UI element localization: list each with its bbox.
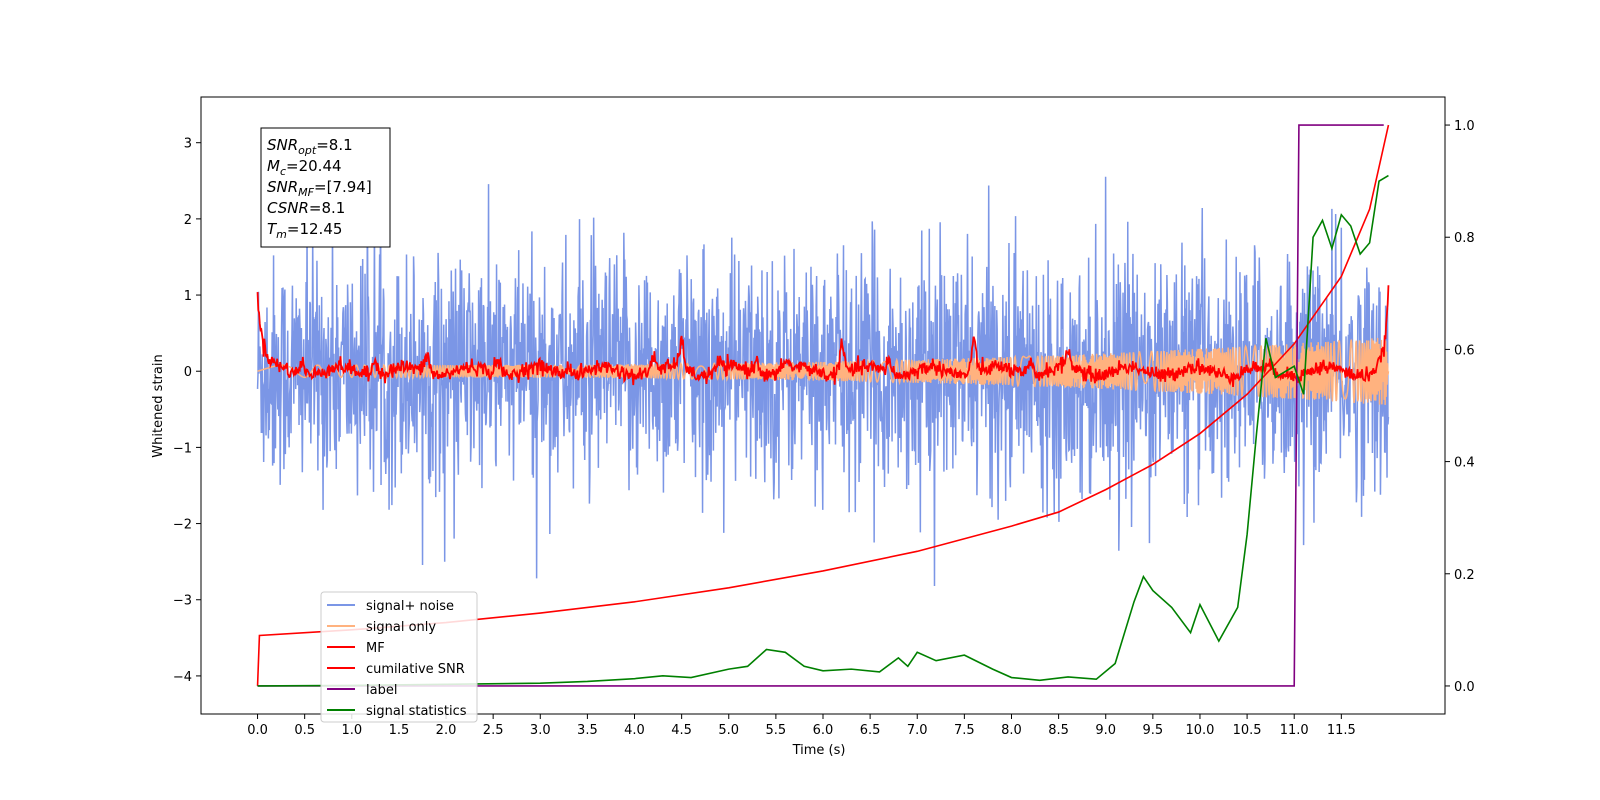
- x-tick-label: 6.0: [813, 723, 834, 738]
- y-left-axis-ticks: 3 2 1 0 −1 −2 −3 −4: [173, 137, 201, 685]
- annotation-line: SNRMF=[7.94]: [267, 178, 372, 199]
- x-tick-label: 7.5: [954, 723, 975, 738]
- y-right-axis-ticks: 1.0 0.8 0.6 0.4 0.2 0.0: [1445, 119, 1475, 695]
- annotation-line: Mc=20.44: [267, 157, 342, 178]
- x-tick-label: 4.0: [624, 723, 645, 738]
- annotation-line: Tm=12.45: [267, 220, 342, 241]
- y-left-tick-label: 1: [184, 289, 192, 304]
- y-right-tick-label: 0.4: [1454, 456, 1475, 471]
- y-left-tick-label: 3: [184, 137, 192, 152]
- y-right-tick-label: 0.6: [1454, 343, 1475, 358]
- y-left-tick-label: 2: [184, 213, 192, 228]
- annotation-line: CSNR=8.1: [267, 199, 345, 217]
- x-tick-label: 11.5: [1327, 723, 1356, 738]
- x-tick-label: 9.5: [1143, 723, 1164, 738]
- y-left-tick-label: −3: [173, 594, 192, 609]
- legend-frame: [320, 591, 478, 723]
- legend-entry-label: signal statistics: [366, 704, 467, 719]
- y-right-tick-label: 1.0: [1454, 119, 1475, 134]
- x-tick-label: 2.0: [436, 723, 457, 738]
- x-tick-label: 9.0: [1095, 723, 1116, 738]
- legend-entry-label: signal only: [366, 620, 436, 635]
- x-tick-label: 3.0: [530, 723, 551, 738]
- x-tick-label: 10.5: [1233, 723, 1262, 738]
- legend-entry-label: MF: [366, 641, 385, 656]
- y-right-tick-label: 0.0: [1454, 680, 1475, 695]
- x-axis-ticks: 0.0 0.5 1.0 1.5 2.0 2.5 3.0 3.5 4.0 4.5 5.0 5.5 6.0 6…: [247, 714, 1356, 738]
- legend-entry-label: cumilative SNR: [366, 662, 465, 677]
- x-tick-label: 0.0: [247, 723, 268, 738]
- x-tick-label: 7.0: [907, 723, 928, 738]
- x-tick-label: 5.0: [718, 723, 739, 738]
- y-right-tick-label: 0.8: [1454, 231, 1475, 246]
- x-tick-label: 5.5: [766, 723, 787, 738]
- y-left-tick-label: −1: [173, 441, 192, 456]
- x-tick-label: 6.5: [860, 723, 881, 738]
- y-right-tick-label: 0.2: [1454, 568, 1475, 583]
- series-label-line: [257, 124, 1384, 687]
- x-tick-label: 2.5: [483, 723, 504, 738]
- series-signal-statistics-line: [257, 174, 1389, 687]
- series-signal-noise-line: [256, 153, 1390, 586]
- x-tick-label: 10.0: [1185, 723, 1214, 738]
- x-tick-label: 1.0: [341, 723, 362, 738]
- x-tick-label: 8.5: [1048, 723, 1069, 738]
- x-tick-label: 3.5: [577, 723, 598, 738]
- y-left-tick-label: 0: [184, 365, 192, 380]
- annotation-frame: [260, 127, 391, 248]
- x-tick-label: 11.0: [1280, 723, 1309, 738]
- series-mf-line: [256, 285, 1390, 388]
- legend-entry-label: label: [366, 683, 397, 698]
- legend: signal+ noise signal only MF cumilative SNR…: [320, 591, 478, 723]
- x-tick-label: 8.0: [1001, 723, 1022, 738]
- x-tick-label: 1.5: [389, 723, 410, 738]
- legend-entry-label: signal+ noise: [366, 599, 454, 614]
- x-tick-label: 0.5: [294, 723, 315, 738]
- x-tick-label: 4.5: [671, 723, 692, 738]
- y-left-tick-label: −2: [173, 518, 192, 533]
- y-left-tick-label: −4: [173, 670, 192, 685]
- annotation-line: SNRopt=8.1: [267, 136, 353, 157]
- x-axis-label: Time (s): [792, 743, 846, 758]
- y-left-axis-label: Whitened strain: [151, 354, 166, 457]
